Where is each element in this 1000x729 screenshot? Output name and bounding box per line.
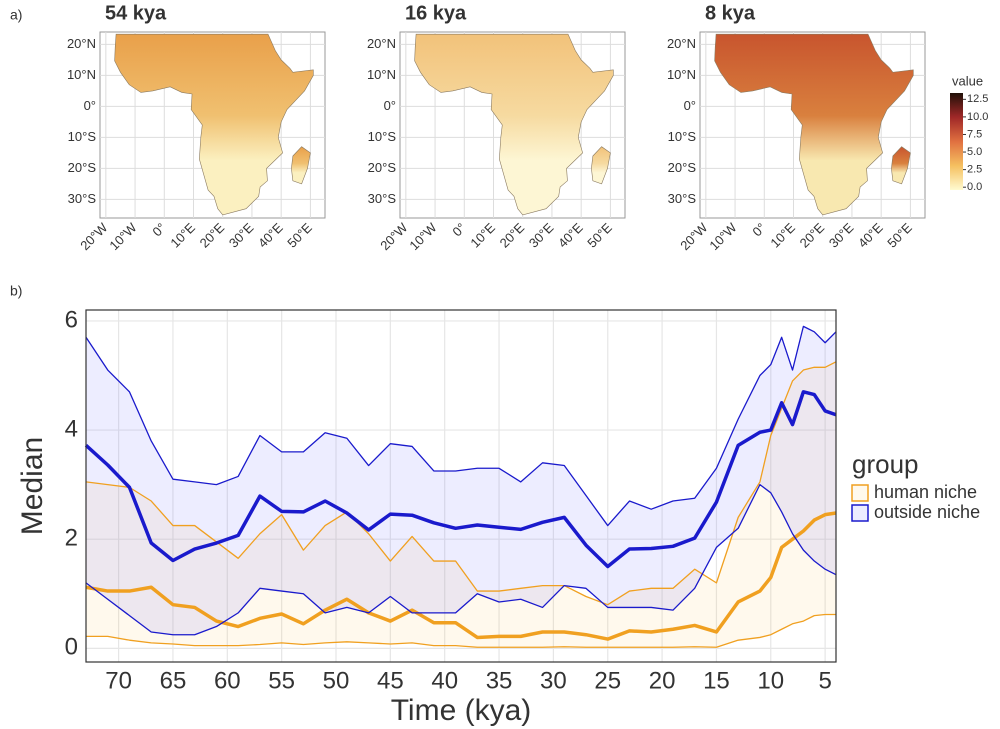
legend-key [851,484,869,502]
x-tick-label: 0° [749,220,768,239]
map-title: 16 kya [405,2,467,24]
map-title: 8 kya [705,2,756,24]
x-tick-label: 20 [649,667,676,694]
y-tick-label: 4 [65,415,78,442]
y-tick-label: 2 [65,525,78,552]
colorbar-label: 2.5 [967,164,982,176]
x-tick-label: 20°E [197,220,228,251]
x-tick-label: 10°W [406,219,440,253]
x-tick-label: 40°E [855,220,886,251]
bound-line [85,325,837,527]
y-tick-label: 10°S [668,129,697,144]
x-tick-label: 30 [540,667,567,694]
y-tick-label: 20°S [368,160,397,175]
x-tick-label: 45 [377,667,404,694]
x-tick-label: 0° [449,220,468,239]
y-tick-label: 20°N [667,36,696,51]
colorbar-label: 10.0 [967,111,988,123]
colorbar-label: 5.0 [967,146,982,158]
x-tick-label: 50 [323,667,350,694]
y-tick-label: 20°N [367,36,396,51]
landmass [114,33,314,216]
bound-line [86,613,836,648]
panel-label: b) [10,283,22,299]
colorbar-label: 7.5 [967,128,982,140]
x-tick-label: 10°W [106,219,140,253]
colorbar-title: value [952,73,983,88]
x-tick-label: 10°W [706,219,740,253]
plot-border [85,309,837,663]
y-tick-label: 10°N [667,67,696,82]
y-tick-label: 10°S [68,129,97,144]
y-tick-label: 0 [65,634,78,661]
x-tick-label: 60 [214,667,241,694]
y-tick-label: 10°N [367,67,396,82]
landmass [891,146,911,185]
y-tick-label: 20°N [67,36,96,51]
median-line [85,511,837,641]
x-tick-label: 30°E [226,220,257,251]
x-tick-label: 10°E [767,220,798,251]
y-tick-label: 30°S [668,191,697,206]
panel-label: a) [10,7,22,23]
x-tick-label: 70 [105,667,132,694]
ribbon [86,326,836,635]
x-tick-label: 20°W [377,219,411,253]
x-tick-label: 25 [594,667,621,694]
plot-panel [86,310,836,662]
x-tick-label: 20°E [497,220,528,251]
y-tick-label: 30°S [68,191,97,206]
x-tick-label: 30°E [826,220,857,251]
legend-label: human niche [874,482,977,502]
y-tick-label: 0° [84,98,96,113]
colorbar-label: 12.5 [967,93,988,105]
ribbon [86,361,836,648]
y-tick-label: 0° [384,98,396,113]
y-tick-label: 10°N [67,67,96,82]
landmass [414,33,614,216]
bound-line [85,361,837,606]
x-tick-label: 20°W [77,219,111,253]
x-tick-label: 30°E [526,220,557,251]
legend-label: outside niche [874,502,980,522]
x-tick-label: 0° [149,220,168,239]
y-tick-label: 10°S [368,129,397,144]
x-axis-label: Time (kya) [391,694,532,727]
legend-title: group [852,449,919,479]
x-tick-label: 10 [757,667,784,694]
landmass [714,33,914,216]
x-tick-label: 35 [486,667,513,694]
x-tick-label: 55 [268,667,295,694]
y-tick-label: 20°S [68,160,97,175]
x-tick-label: 40°E [255,220,286,251]
y-tick-label: 6 [65,306,78,333]
x-tick-label: 10°E [167,220,198,251]
y-tick-label: 30°S [368,191,397,206]
y-axis-label: Median [16,437,49,535]
x-tick-label: 10°E [467,220,498,251]
colorbar-label: 0.0 [967,181,982,193]
colorbar [950,93,963,190]
y-tick-label: 20°S [668,160,697,175]
median-line [84,390,837,569]
y-tick-label: 0° [684,98,696,113]
x-tick-label: 20°E [797,220,828,251]
x-tick-label: 15 [703,667,730,694]
legend-key [851,504,869,522]
landmass [591,146,611,185]
landmass [291,146,311,185]
x-tick-label: 20°W [677,219,711,253]
x-tick-label: 65 [160,667,187,694]
x-tick-label: 40°E [555,220,586,251]
x-tick-label: 5 [818,667,831,694]
x-tick-label: 40 [431,667,458,694]
x-tick-label: 50°E [284,220,315,251]
x-tick-label: 50°E [584,220,615,251]
x-tick-label: 50°E [884,220,915,251]
map-title: 54 kya [105,2,167,24]
bound-line [85,483,837,636]
